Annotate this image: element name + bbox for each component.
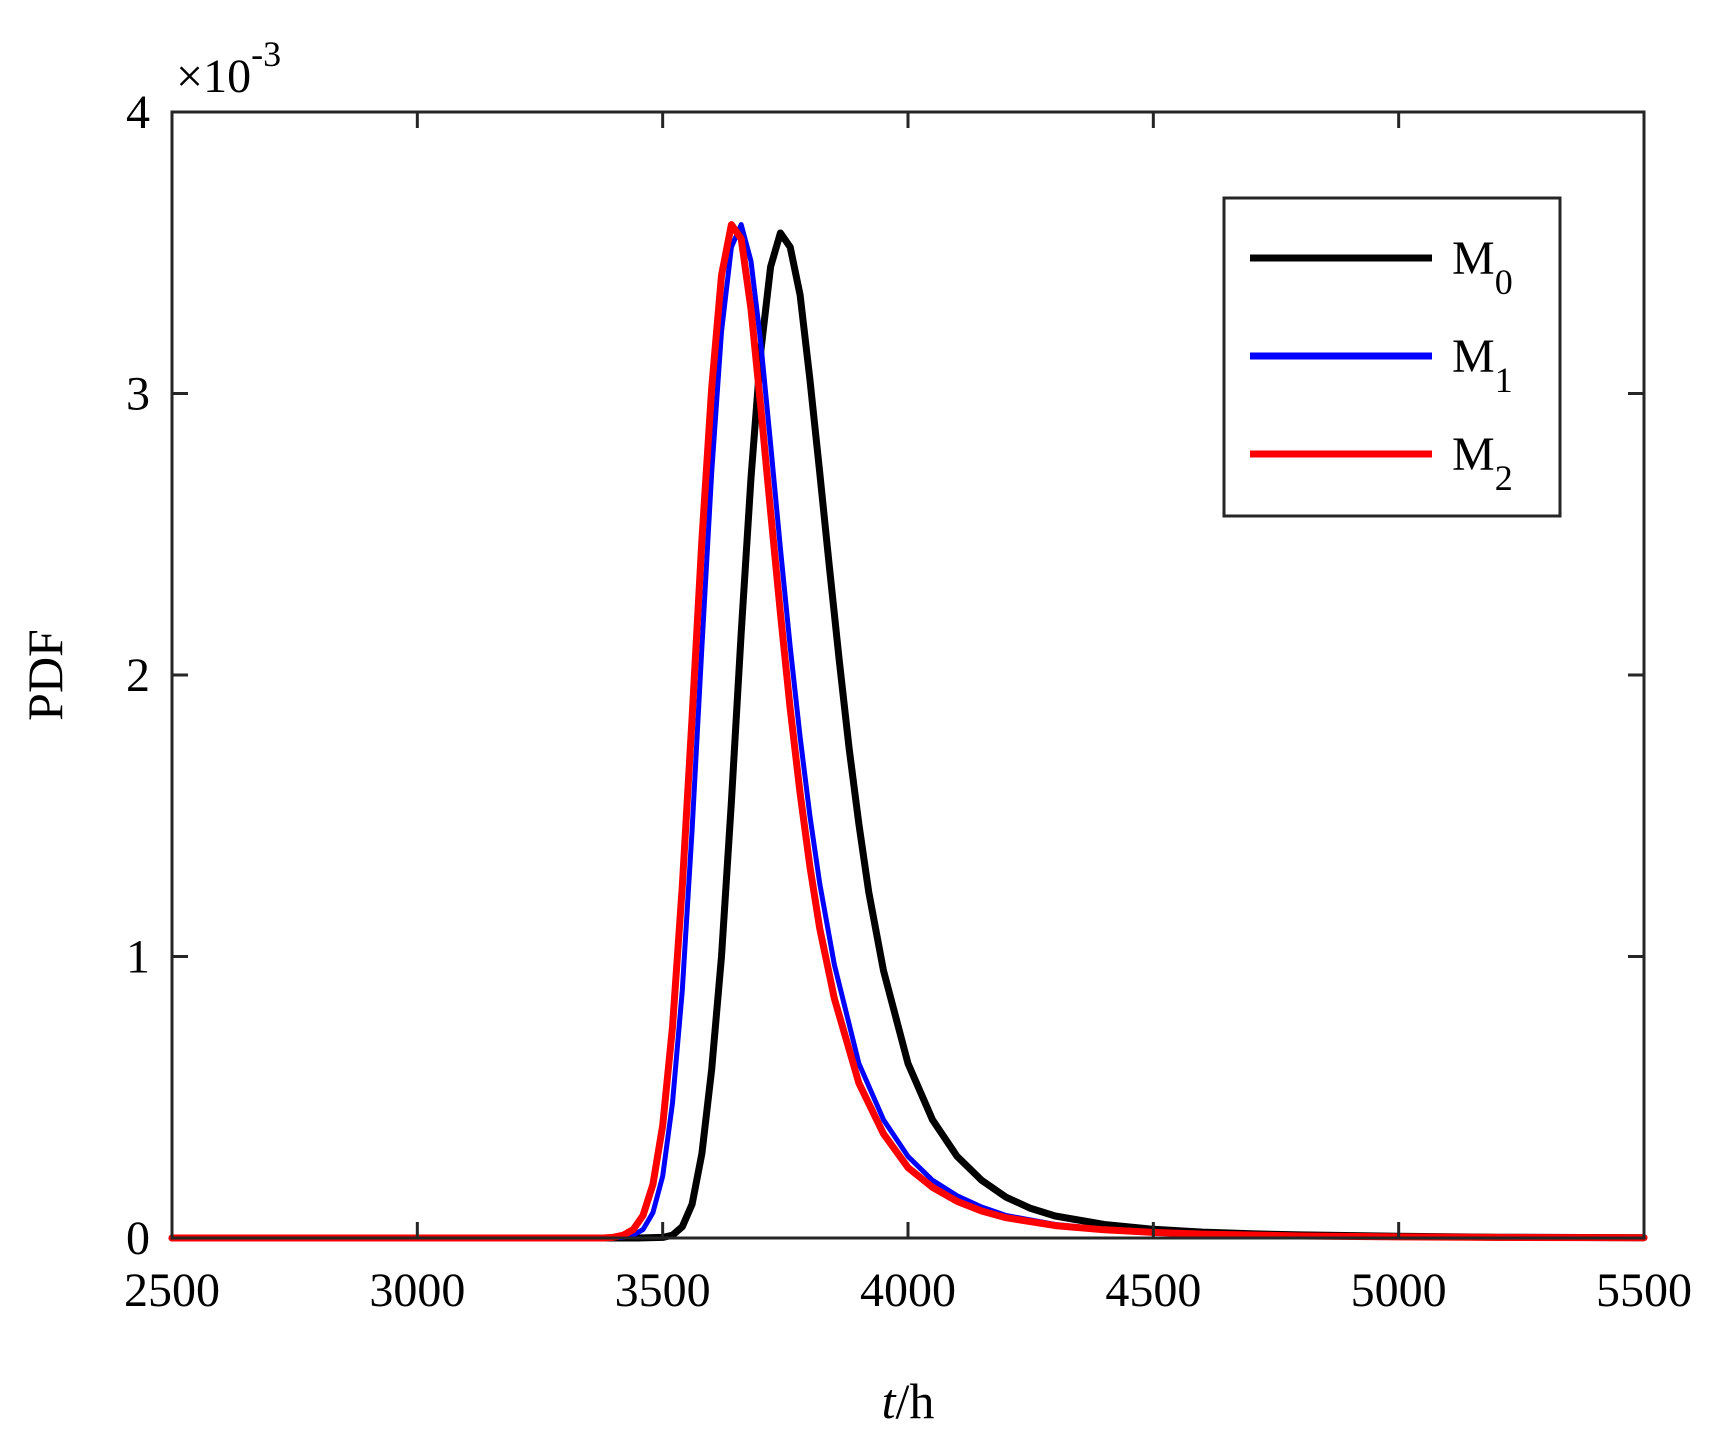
y-tick-labels: 0 1 2 3 4 <box>126 86 150 1265</box>
x-axis-label-italic: t <box>882 1373 897 1429</box>
y-tick-label: 2 <box>126 649 150 702</box>
x-axis-label: t/h <box>882 1373 935 1429</box>
x-tick-label: 3500 <box>615 1264 711 1317</box>
x-axis-label-unit: /h <box>896 1373 935 1429</box>
legend-label-main: M <box>1452 330 1495 383</box>
y-tick-label: 3 <box>126 368 150 421</box>
legend-label-subscript: 0 <box>1495 262 1513 302</box>
legend-label: M1 <box>1452 330 1513 400</box>
y-axis-multiplier: ×10-3 <box>176 34 281 103</box>
x-tick-label: 4000 <box>860 1264 956 1317</box>
legend-label: M2 <box>1452 428 1513 498</box>
y-tick-label: 0 <box>126 1212 150 1265</box>
y-tick-label: 4 <box>126 86 150 139</box>
x-tick-label: 4500 <box>1105 1264 1201 1317</box>
x-tick-label: 5500 <box>1596 1264 1692 1317</box>
legend-label: M0 <box>1452 232 1513 302</box>
x-tick-labels: 2500 3000 3500 4000 4500 5000 5500 <box>124 1264 1692 1317</box>
legend-label-main: M <box>1452 428 1495 481</box>
legend-label-subscript: 2 <box>1495 458 1513 498</box>
series-layer <box>168 221 1648 1242</box>
legend-label-subscript: 1 <box>1495 360 1513 400</box>
x-tick-label: 5000 <box>1351 1264 1447 1317</box>
y-axis-label: PDF <box>17 629 73 721</box>
x-tick-label: 2500 <box>124 1264 220 1317</box>
legend-label-main: M <box>1452 232 1495 285</box>
y-tick-label: 1 <box>126 931 150 984</box>
x-tick-label: 3000 <box>369 1264 465 1317</box>
series-line-m0 <box>168 229 1648 1242</box>
tick-layer <box>170 110 1646 1240</box>
y-multiplier-base: ×10 <box>176 50 251 103</box>
series-line-m2 <box>168 221 1648 1242</box>
y-multiplier-exponent: -3 <box>251 34 281 74</box>
